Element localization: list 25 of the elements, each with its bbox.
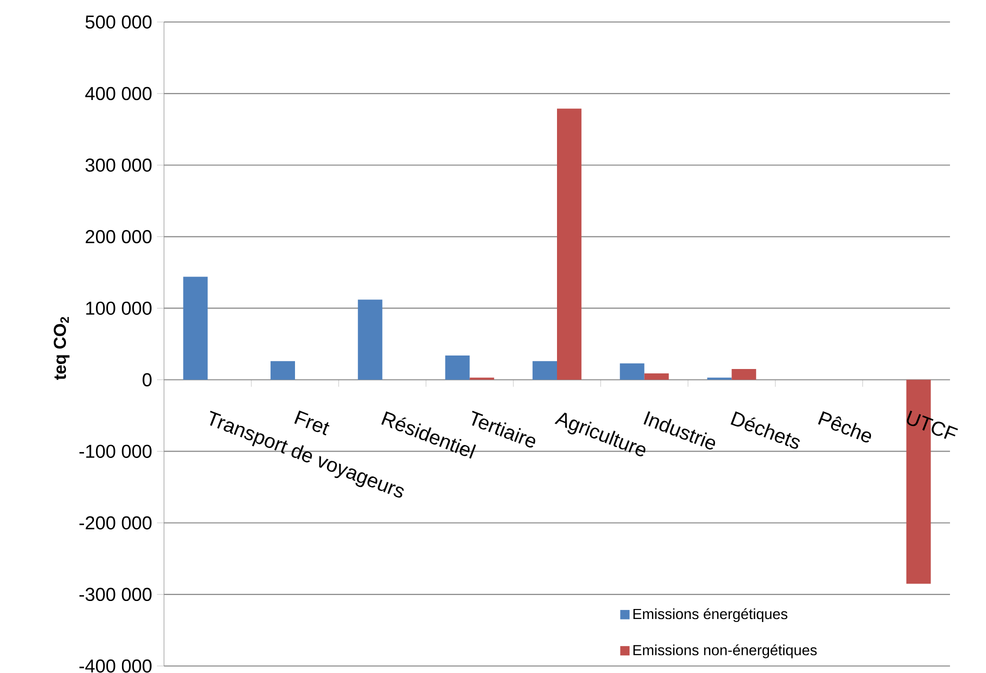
y-tick-label: 300 000 <box>86 158 152 172</box>
y-tick-label: -200 000 <box>79 516 152 530</box>
x-tick-label: Fret <box>294 410 330 436</box>
y-axis-title: teq CO$_{2}$ <box>54 317 70 380</box>
bar <box>270 361 296 380</box>
y-tick-label: 0 <box>142 373 152 386</box>
y-tick-label: -100 000 <box>79 444 152 458</box>
bar <box>644 373 669 380</box>
legend-label: Emissions énergétiques <box>633 608 788 622</box>
bar <box>732 369 756 380</box>
y-tick-label: -400 000 <box>79 659 152 673</box>
y-tick-label: 200 000 <box>86 230 152 244</box>
bar <box>557 108 582 380</box>
bar <box>358 300 382 380</box>
bar <box>532 361 557 380</box>
legend-label: Emissions non-énergétiques <box>633 644 817 658</box>
bar <box>445 355 470 380</box>
y-tick-label: -300 000 <box>79 588 152 602</box>
x-tick-label: Pêche <box>818 411 872 442</box>
y-tick-label: 400 000 <box>85 86 152 100</box>
x-tick-label: UTCF <box>906 410 958 439</box>
bar <box>620 363 644 380</box>
y-tick-label: 100 000 <box>86 302 152 315</box>
y-tick-label: 500 000 <box>86 15 152 29</box>
bar <box>183 276 208 380</box>
